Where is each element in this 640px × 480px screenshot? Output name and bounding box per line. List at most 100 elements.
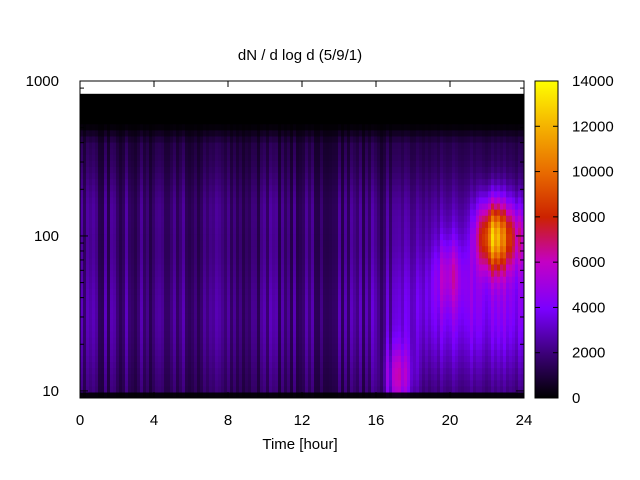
- heatmap-cell: [209, 263, 213, 271]
- heatmap-cell: [158, 178, 162, 186]
- heatmap-cell: [326, 196, 330, 204]
- heatmap-cell: [308, 141, 312, 149]
- heatmap-cell: [188, 263, 192, 271]
- heatmap-cell: [365, 257, 369, 265]
- heatmap-cell: [284, 288, 288, 295]
- heatmap-cell: [113, 154, 117, 161]
- heatmap-cell: [218, 263, 222, 271]
- heatmap-cell: [287, 135, 291, 143]
- heatmap-cell: [314, 202, 318, 210]
- heatmap-cell: [245, 221, 249, 228]
- heatmap-cell: [296, 233, 300, 241]
- heatmap-cell: [125, 160, 129, 167]
- heatmap-cell: [185, 355, 189, 363]
- heatmap-cell: [197, 99, 201, 106]
- heatmap-cell: [329, 154, 333, 161]
- heatmap-cell: [344, 330, 348, 338]
- heatmap-cell: [209, 269, 213, 277]
- heatmap-cell: [323, 373, 327, 381]
- heatmap-cell: [149, 367, 153, 375]
- heatmap-cell: [179, 123, 183, 131]
- heatmap-cell: [125, 282, 129, 289]
- heatmap-cell: [95, 324, 99, 332]
- heatmap-cell: [146, 105, 150, 113]
- heatmap-cell: [257, 227, 261, 235]
- heatmap-cell: [338, 245, 342, 253]
- heatmap-cell: [152, 227, 156, 235]
- heatmap-cell: [143, 269, 147, 277]
- chart-title: dN / d log d (5/9/1): [238, 47, 362, 64]
- heatmap-cell: [314, 190, 318, 198]
- heatmap-cell: [131, 245, 135, 253]
- heatmap-cell: [299, 81, 303, 88]
- heatmap-cell: [227, 391, 231, 398]
- heatmap-cell: [206, 282, 210, 289]
- heatmap-cell: [143, 93, 147, 100]
- heatmap-cell: [359, 202, 363, 210]
- heatmap-cell: [362, 361, 366, 369]
- heatmap-cell: [302, 257, 306, 265]
- heatmap-cell: [104, 221, 108, 228]
- heatmap-cell: [248, 233, 252, 241]
- heatmap-cell: [347, 385, 351, 393]
- heatmap-cell: [269, 318, 273, 326]
- heatmap-cell: [200, 135, 204, 143]
- heatmap-cell: [365, 349, 369, 356]
- heatmap-cell: [128, 87, 132, 94]
- heatmap-cell: [269, 361, 273, 369]
- heatmap-cell: [353, 263, 357, 271]
- heatmap-cell: [236, 87, 240, 94]
- heatmap-cell: [98, 391, 102, 398]
- heatmap-cell: [338, 239, 342, 247]
- heatmap-cell: [302, 391, 306, 398]
- heatmap-cell: [302, 312, 306, 320]
- heatmap-cell: [317, 135, 321, 143]
- heatmap-cell: [260, 196, 264, 204]
- heatmap-cell: [272, 111, 276, 119]
- heatmap-cell: [134, 361, 138, 369]
- heatmap-cell: [359, 99, 363, 106]
- heatmap-cell: [98, 294, 102, 302]
- heatmap-cell: [104, 105, 108, 113]
- heatmap-cell: [92, 337, 96, 344]
- heatmap-cell: [302, 221, 306, 228]
- heatmap-cell: [92, 196, 96, 204]
- heatmap-cell: [347, 87, 351, 94]
- heatmap-cell: [101, 361, 105, 369]
- heatmap-cell: [281, 221, 285, 228]
- heatmap-cell: [161, 300, 165, 308]
- heatmap-cell: [197, 148, 201, 155]
- heatmap-cell: [266, 379, 270, 387]
- heatmap-cell: [293, 269, 297, 277]
- heatmap-cell: [230, 184, 234, 192]
- heatmap-cell: [365, 141, 369, 149]
- heatmap-cell: [158, 337, 162, 344]
- heatmap-cell: [203, 87, 207, 94]
- heatmap-cell: [245, 105, 249, 113]
- heatmap-cell: [218, 288, 222, 295]
- heatmap-cell: [170, 87, 174, 94]
- heatmap-cell: [284, 105, 288, 113]
- heatmap-cell: [311, 129, 315, 137]
- heatmap-cell: [257, 105, 261, 113]
- heatmap-cell: [206, 318, 210, 326]
- heatmap-cell: [191, 160, 195, 167]
- heatmap-cell: [290, 105, 294, 113]
- heatmap-cell: [131, 190, 135, 198]
- heatmap-cell: [158, 239, 162, 247]
- heatmap-cell: [272, 160, 276, 167]
- heatmap-cell: [89, 196, 93, 204]
- heatmap-cell: [242, 355, 246, 363]
- heatmap-cell: [284, 215, 288, 222]
- heatmap-cell: [227, 245, 231, 253]
- heatmap-cell: [368, 391, 372, 398]
- heatmap-cell: [272, 300, 276, 308]
- heatmap-cell: [182, 141, 186, 149]
- heatmap-cell: [107, 123, 111, 131]
- heatmap-cell: [158, 385, 162, 393]
- heatmap-cell: [347, 288, 351, 295]
- heatmap-cell: [116, 355, 120, 363]
- heatmap-cell: [263, 239, 267, 247]
- heatmap-cell: [263, 184, 267, 192]
